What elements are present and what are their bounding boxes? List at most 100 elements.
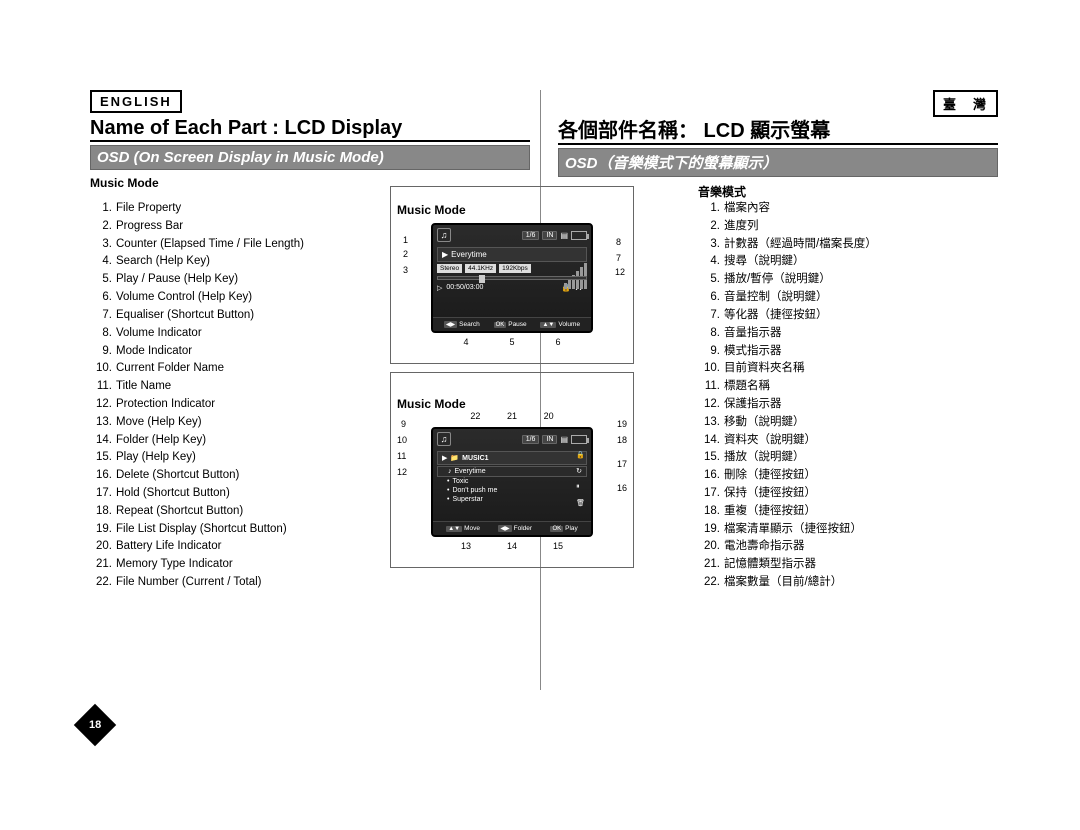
list-text: 保持（捷徑按鈕） bbox=[724, 485, 816, 503]
list-text: Title Name bbox=[116, 378, 171, 396]
diagram-music-playing: Music Mode 1 2 3 8 7 12 ♫ 1/6 IN ▤ bbox=[390, 186, 634, 364]
callout-10: 10 bbox=[397, 435, 407, 445]
file-number-chip: 1/6 bbox=[522, 231, 540, 240]
list-item: 7.等化器（捷徑按鈕） bbox=[698, 307, 978, 325]
page-number: 18 bbox=[89, 719, 101, 731]
list-text: 模式指示器 bbox=[724, 343, 782, 361]
help-move: Move bbox=[464, 525, 480, 532]
list-text: Play / Pause (Help Key) bbox=[116, 271, 238, 289]
list-number: 10. bbox=[698, 360, 720, 378]
callout-6: 6 bbox=[555, 337, 560, 347]
list-text: 進度列 bbox=[724, 218, 759, 236]
list-number: 20. bbox=[90, 538, 112, 556]
track3: Don't push me bbox=[452, 487, 497, 494]
list-item: 7.Equaliser (Shortcut Button) bbox=[90, 307, 370, 325]
list-number: 14. bbox=[698, 432, 720, 450]
list-text: 播放/暫停（說明鍵） bbox=[724, 271, 831, 289]
list-item: 22.File Number (Current / Total) bbox=[90, 574, 370, 592]
list-item: 4.Search (Help Key) bbox=[90, 253, 370, 271]
list-number: 9. bbox=[698, 343, 720, 361]
file-number-chip-2: 1/6 bbox=[522, 435, 540, 444]
list-number: 2. bbox=[698, 218, 720, 236]
callout-20: 20 bbox=[544, 411, 554, 421]
callout-17: 17 bbox=[617, 459, 627, 469]
list-text: 電池壽命指示器 bbox=[724, 538, 805, 556]
list-number: 8. bbox=[90, 325, 112, 343]
language-badge-en: ENGLISH bbox=[90, 90, 182, 113]
page-number-badge: 18 bbox=[80, 710, 110, 740]
list-item: 20.Battery Life Indicator bbox=[90, 538, 370, 556]
list-item: 12.保護指示器 bbox=[698, 396, 978, 414]
list-text: Play (Help Key) bbox=[116, 449, 196, 467]
help-play: Play bbox=[565, 525, 578, 532]
list-number: 17. bbox=[698, 485, 720, 503]
section-title-en: Name of Each Part : LCD Display bbox=[90, 117, 530, 142]
play-triangle-icon: ▶ bbox=[442, 250, 448, 259]
list-number: 15. bbox=[698, 449, 720, 467]
list-item: •Superstar bbox=[437, 495, 587, 504]
list-number: 11. bbox=[698, 378, 720, 396]
list-text: 音量控制（說明鍵） bbox=[724, 289, 828, 307]
list-number: 18. bbox=[90, 503, 112, 521]
lcd-screen-2: ♫ 1/6 IN ▤ ▶ 📁 MUSIC1 ♪Everytim bbox=[431, 427, 593, 537]
list-text: Hold (Shortcut Button) bbox=[116, 485, 230, 503]
mode-label-zh: 音樂模式 bbox=[698, 183, 998, 200]
parts-list-zh: 1.檔案內容2.進度列3.計數器（經過時間/檔案長度）4.搜尋（說明鍵）5.播放… bbox=[698, 200, 978, 592]
list-number: 22. bbox=[90, 574, 112, 592]
list-item: 15.播放（說明鍵） bbox=[698, 449, 978, 467]
lcd1-help-bar: ◀▶Search OKPause ▲▼Volume bbox=[433, 317, 591, 331]
list-text: Delete (Shortcut Button) bbox=[116, 467, 239, 485]
list-number: 18. bbox=[698, 503, 720, 521]
list-item: 2.Progress Bar bbox=[90, 218, 370, 236]
language-badge-zh: 臺 灣 bbox=[933, 90, 998, 117]
list-number: 5. bbox=[698, 271, 720, 289]
list-number: 21. bbox=[698, 556, 720, 574]
list-number: 17. bbox=[90, 485, 112, 503]
protection-column: 🔒 ↻ ⏸ 🗑 bbox=[576, 451, 585, 507]
list-icon-2: ▤ bbox=[560, 435, 568, 444]
list-item: 16.刪除（捷徑按鈕） bbox=[698, 467, 978, 485]
volume-indicator bbox=[564, 255, 587, 289]
callout-13: 13 bbox=[461, 541, 471, 551]
lcd2-header: ♫ 1/6 IN ▤ bbox=[433, 429, 591, 449]
updown-icon: ▲▼ bbox=[540, 322, 556, 328]
list-number: 16. bbox=[90, 467, 112, 485]
callout-22: 22 bbox=[470, 411, 480, 421]
help-volume: Volume bbox=[558, 321, 580, 328]
list-item: 10.Current Folder Name bbox=[90, 360, 370, 378]
diagrams-column: Music Mode 1 2 3 8 7 12 ♫ 1/6 IN ▤ bbox=[390, 186, 634, 576]
list-item: 16.Delete (Shortcut Button) bbox=[90, 467, 370, 485]
ok-key-2: OK bbox=[550, 526, 563, 532]
list-item: 5.Play / Pause (Help Key) bbox=[90, 271, 370, 289]
tag-freq: 44.1KHz bbox=[465, 264, 496, 273]
list-number: 6. bbox=[698, 289, 720, 307]
bullet-icon: • bbox=[447, 496, 449, 503]
callout-4: 4 bbox=[463, 337, 468, 347]
list-item: 11.標題名稱 bbox=[698, 378, 978, 396]
list-item: 8.音量指示器 bbox=[698, 325, 978, 343]
list-text: Volume Control (Help Key) bbox=[116, 289, 252, 307]
list-icon: ▤ bbox=[560, 231, 568, 240]
list-number: 7. bbox=[90, 307, 112, 325]
callout-2: 2 bbox=[403, 249, 408, 259]
list-text: Search (Help Key) bbox=[116, 253, 210, 271]
file-list: ▶ 📁 MUSIC1 ♪Everytime •Toxic •Don't push… bbox=[437, 451, 587, 504]
callouts-bottom-2: 13 14 15 bbox=[397, 541, 627, 551]
list-item: •Toxic bbox=[437, 477, 587, 486]
list-item: 17.保持（捷徑按鈕） bbox=[698, 485, 978, 503]
memory-type-chip: IN bbox=[542, 231, 557, 240]
list-item: 6.Volume Control (Help Key) bbox=[90, 289, 370, 307]
diagram2-label: Music Mode bbox=[397, 397, 627, 411]
list-number: 7. bbox=[698, 307, 720, 325]
list-item: 18.Repeat (Shortcut Button) bbox=[90, 503, 370, 521]
subtitle-bar-zh: OSD（音樂模式下的螢幕顯示） bbox=[558, 148, 998, 177]
list-text: Move (Help Key) bbox=[116, 414, 202, 432]
list-item: 1.檔案內容 bbox=[698, 200, 978, 218]
list-item: 9.模式指示器 bbox=[698, 343, 978, 361]
list-item: 13.移動（說明鍵） bbox=[698, 414, 978, 432]
list-item: 3.計數器（經過時間/檔案長度） bbox=[698, 236, 978, 254]
list-text: 檔案內容 bbox=[724, 200, 770, 218]
arrows-icon: ◀▶ bbox=[444, 321, 457, 328]
delete-icon: 🗑 bbox=[576, 499, 585, 507]
list-text: 目前資料夾名稱 bbox=[724, 360, 805, 378]
